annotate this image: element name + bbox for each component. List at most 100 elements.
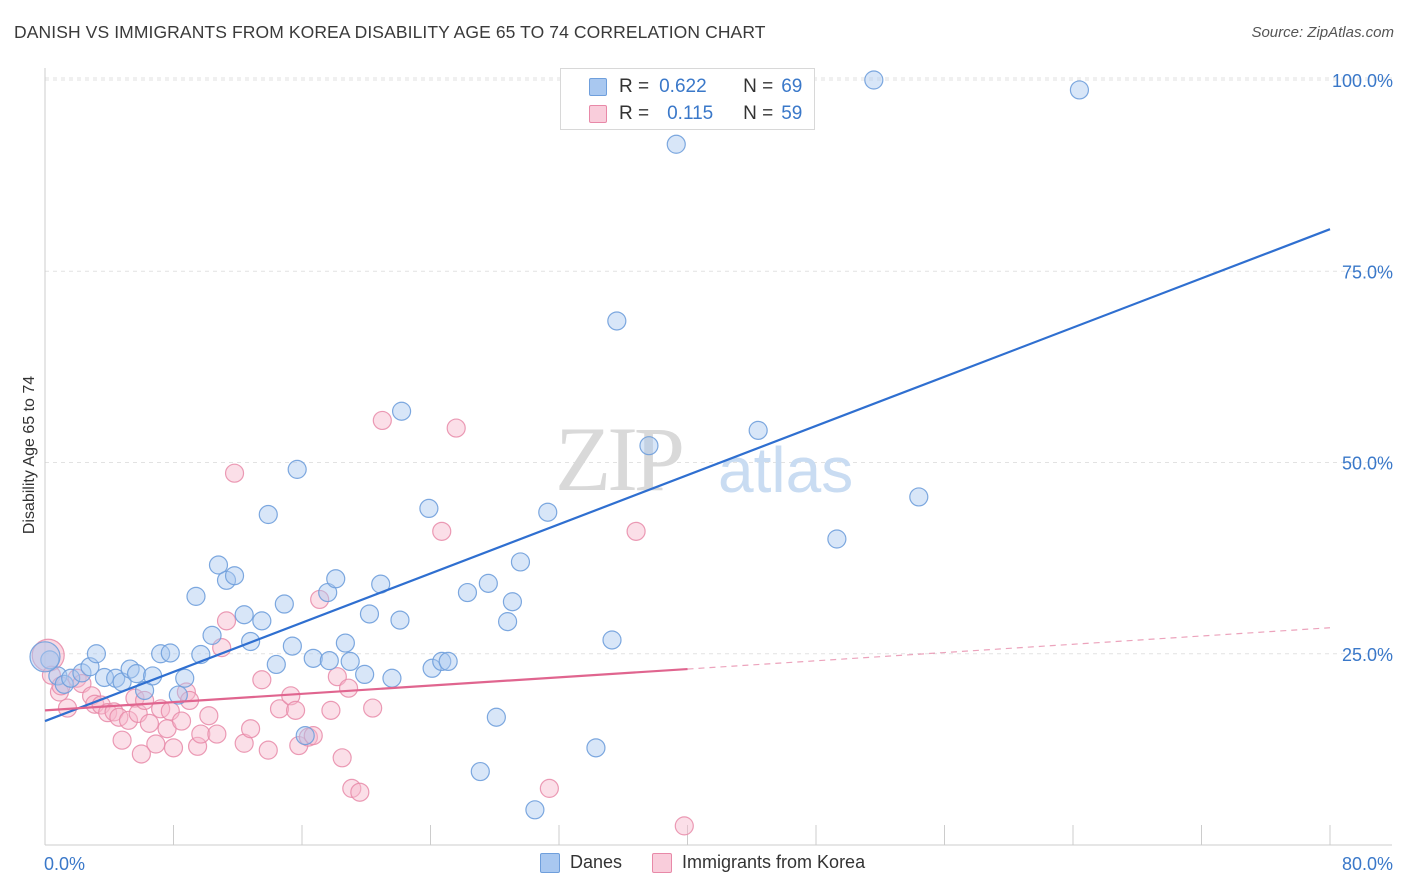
point-korea [199, 706, 219, 726]
point-danes [607, 311, 627, 331]
point-danes [258, 504, 278, 525]
source-credit: Source: ZipAtlas.com [1251, 24, 1394, 41]
point-korea [338, 678, 359, 698]
y-tick-label: 100.0% [1332, 71, 1393, 91]
point-danes [478, 573, 498, 593]
point-korea [131, 744, 151, 764]
point-danes [29, 641, 61, 673]
trend-extension-korea [687, 627, 1331, 670]
point-korea [332, 748, 352, 768]
point-korea [363, 698, 383, 718]
trend-line-korea [44, 667, 688, 712]
legend-n-label: N = [743, 76, 774, 97]
point-korea [139, 713, 160, 733]
point-danes [390, 610, 410, 630]
y-tick-label: 25.0% [1342, 645, 1393, 665]
point-danes [748, 420, 768, 440]
point-danes [282, 636, 302, 656]
watermark: ZIP atlas [555, 408, 853, 510]
point-danes [202, 625, 222, 645]
legend-n-label: N = [743, 103, 774, 124]
point-korea [269, 699, 290, 719]
point-korea [112, 730, 132, 750]
point-danes [422, 658, 442, 678]
point-danes [295, 726, 315, 746]
point-korea [285, 700, 306, 720]
point-korea [224, 463, 245, 483]
chart-title: DANISH VS IMMIGRANTS FROM KOREA DISABILI… [14, 22, 766, 42]
point-danes [160, 643, 180, 663]
point-danes [175, 668, 195, 688]
point-korea [171, 711, 192, 731]
point-korea [350, 782, 370, 802]
legend-swatch-korea [652, 852, 673, 873]
point-korea [674, 816, 694, 836]
legend-r-label: R = [619, 103, 650, 124]
point-danes [303, 648, 323, 668]
trend-line-danes [44, 228, 1331, 723]
legend-label-korea: Immigrants from Korea [682, 852, 866, 872]
point-korea [327, 667, 347, 687]
point-danes [419, 498, 439, 518]
y-tick-label: 50.0% [1342, 454, 1393, 474]
legend-row-korea: R = 0.115 N = 59 [561, 101, 802, 127]
point-danes [432, 651, 452, 672]
legend-swatch-danes [540, 852, 560, 873]
point-korea [191, 724, 211, 744]
point-korea [372, 410, 392, 431]
point-korea [252, 670, 272, 690]
point-danes [486, 707, 506, 727]
point-danes [438, 651, 458, 672]
point-danes [498, 612, 518, 632]
point-danes [61, 668, 81, 688]
point-korea [321, 700, 341, 720]
legend-n-value-danes: 69 [781, 76, 803, 97]
trend-lines [44, 228, 1331, 723]
point-danes [252, 611, 272, 631]
point-danes [391, 401, 412, 421]
legend-label-danes: Danes [570, 852, 623, 872]
point-korea [241, 719, 261, 739]
point-danes [586, 738, 606, 758]
point-danes [340, 651, 360, 672]
axes [44, 68, 1392, 846]
point-korea [258, 740, 278, 760]
point-danes [274, 594, 294, 614]
point-danes [326, 569, 346, 589]
y-tick-label: 75.0% [1342, 262, 1393, 282]
point-danes [186, 586, 206, 606]
x-tick-label: 0.0% [44, 854, 85, 874]
point-danes [234, 605, 254, 625]
point-danes [359, 604, 380, 624]
point-danes [470, 761, 490, 782]
legend-item-korea[interactable]: Immigrants from Korea [652, 852, 865, 873]
point-danes [525, 800, 545, 820]
legend-row-danes: R = 0.622 N = 69 [561, 74, 802, 100]
point-danes [208, 555, 229, 575]
watermark-zip: ZIP [555, 408, 682, 510]
legend-swatch-danes [589, 78, 607, 96]
grid-lines [45, 77, 1392, 655]
point-danes [266, 654, 286, 675]
point-danes [502, 592, 523, 612]
point-korea [146, 734, 166, 754]
legend-r-value-danes: 0.622 [659, 76, 707, 97]
correlation-legend: R = 0.622 N = 69 R = 0.115 N = 59 [560, 68, 815, 130]
point-danes [827, 529, 847, 549]
point-danes [457, 582, 478, 603]
legend-item-danes[interactable]: Danes [540, 852, 622, 873]
point-danes [666, 134, 686, 154]
point-korea [187, 736, 208, 756]
point-korea [310, 589, 330, 610]
point-danes [335, 633, 355, 653]
point-danes [382, 668, 402, 688]
series-danes-points [29, 70, 1090, 820]
point-korea [216, 611, 237, 631]
point-danes [639, 436, 659, 456]
series-legend: Danes Immigrants from Korea [540, 852, 895, 873]
point-danes [909, 487, 929, 507]
point-danes [168, 685, 188, 705]
point-danes [355, 664, 375, 685]
legend-n-value-korea: 59 [781, 103, 803, 124]
